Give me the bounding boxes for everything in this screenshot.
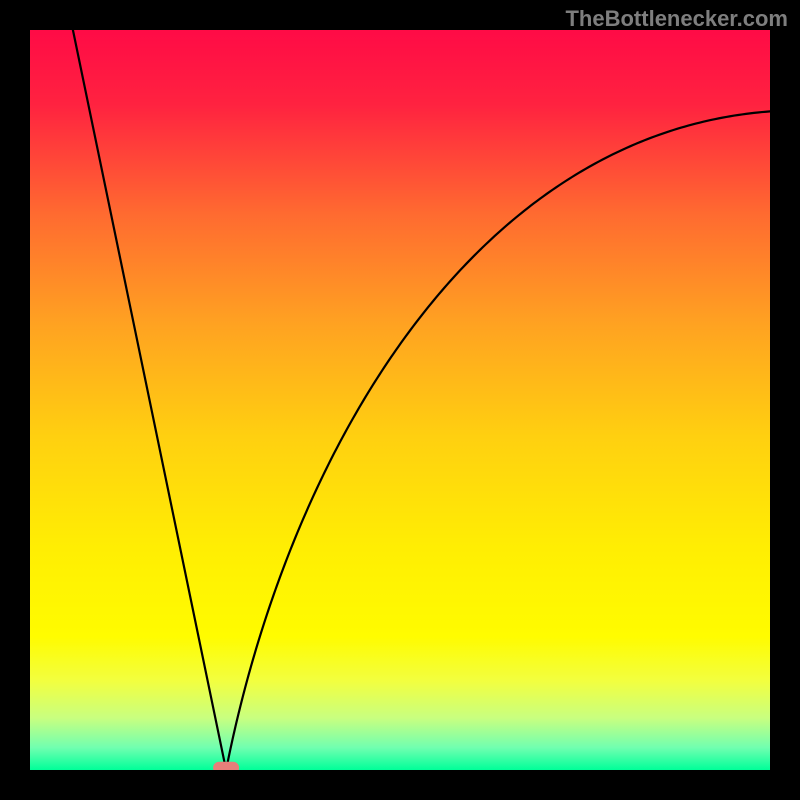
chart-container: TheBottlenecker.com — [0, 0, 800, 800]
gradient-background — [30, 30, 770, 770]
optimum-marker — [213, 762, 239, 770]
plot-area — [30, 30, 770, 770]
watermark-text: TheBottlenecker.com — [565, 6, 788, 32]
plot-svg — [30, 30, 770, 770]
